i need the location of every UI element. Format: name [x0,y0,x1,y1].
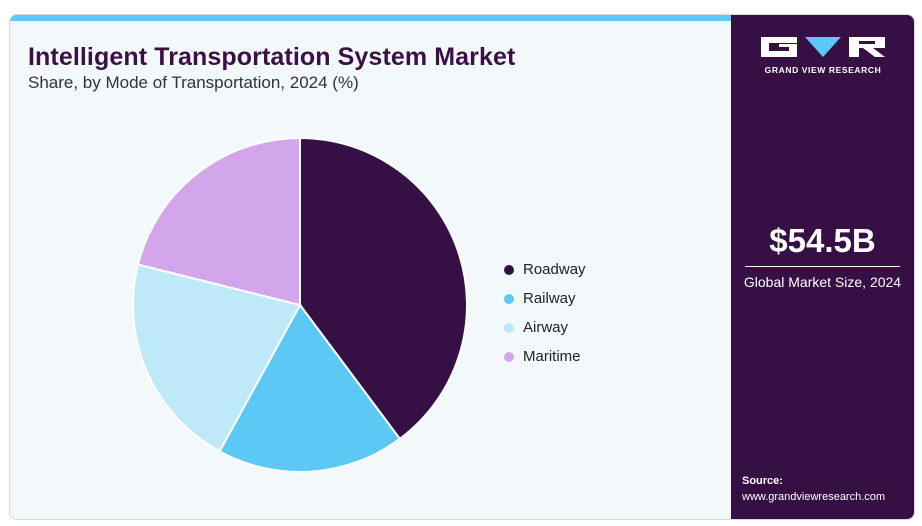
legend-swatch [504,322,514,333]
legend-swatch [504,351,514,362]
chart-subtitle: Share, by Mode of Transportation, 2024 (… [28,73,359,92]
logo-r-mark [849,37,885,57]
logo-v-mark [805,37,841,57]
source-label: Source: [742,475,783,487]
chart-legend: Roadway Railway Airway Maritime [504,255,586,371]
legend-label: Railway [523,290,576,307]
legend-label: Airway [523,319,569,336]
divider [745,266,900,267]
legend-item-roadway: Roadway [504,255,586,284]
pie-slice-maritime [136,136,301,307]
pie-slice-airway [132,263,302,453]
legend-item-airway: Airway [504,313,586,342]
chart-card: Intelligent Transportation System Market… [9,14,915,520]
pie-slice-roadway [299,136,468,441]
legend-item-railway: Railway [504,284,586,313]
market-size-label: Global Market Size, 2024 [743,274,902,290]
legend-swatch [504,264,514,275]
pie-slice-railway [218,303,402,473]
market-size-value: $54.5B [769,222,876,259]
pie-chart [132,136,468,473]
logo-marks [761,37,885,59]
legend-label: Roadway [523,261,586,278]
grand-view-research-logo: GRAND VIEW RESEARCH [753,37,893,75]
legend-swatch [504,293,514,304]
info-sidebar: GRAND VIEW RESEARCH $54.5B Global Market… [731,15,914,519]
source-url[interactable]: www.grandviewresearch.com [742,491,886,503]
chart-title: Intelligent Transportation System Market [28,43,516,71]
chart-panel: Intelligent Transportation System Market… [10,21,731,519]
accent-bar [10,15,731,21]
logo-g-mark [761,37,797,57]
legend-item-maritime: Maritime [504,342,586,371]
legend-label: Maritime [523,348,581,365]
logo-text: GRAND VIEW RESEARCH [764,65,882,75]
